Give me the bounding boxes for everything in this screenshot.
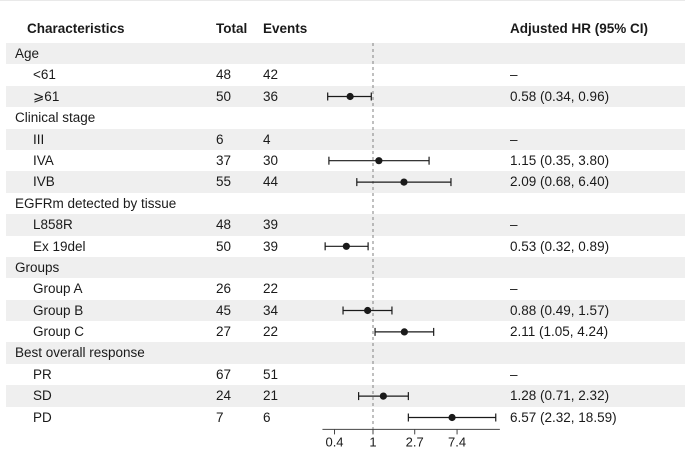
row-events-value: 30 xyxy=(263,152,279,168)
column-header-row: Characteristics Total Events Adjusted HR… xyxy=(0,15,685,43)
row-label: Age xyxy=(15,46,40,61)
adjusted-hr-column-header: Adjusted HR (95% CI) xyxy=(510,21,649,36)
x-axis-tick-label: 2.7 xyxy=(406,434,424,449)
row-hr-ci-value: – xyxy=(510,366,518,382)
row-hr-ci-value: 1.28 (0.71, 2.32) xyxy=(510,388,610,404)
row-events-value: 42 xyxy=(263,67,279,83)
row-hr-ci-value: – xyxy=(510,217,518,233)
row-total-value: 48 xyxy=(216,67,232,83)
x-axis-tick-label: 1 xyxy=(369,434,376,449)
row-hr-ci-value: – xyxy=(510,131,518,147)
row-label: PD xyxy=(33,409,52,425)
row-hr-ci-value: 6.57 (2.32, 18.59) xyxy=(510,409,617,425)
row-label: Group C xyxy=(33,324,85,340)
x-axis-tick-label: 0.4 xyxy=(325,434,343,449)
table-row: <61 48 42 – xyxy=(0,64,685,85)
row-hr-ci-value: – xyxy=(510,67,518,83)
row-hr-ci-value: 0.53 (0.32, 0.89) xyxy=(510,238,610,254)
row-hr-ci-value: 1.15 (0.35, 3.80) xyxy=(510,152,610,168)
total-column-header: Total xyxy=(216,21,248,36)
table-row: III 6 4 – xyxy=(0,128,685,151)
row-events-value: 51 xyxy=(263,366,279,382)
row-total-value: 50 xyxy=(216,88,232,104)
row-events-value: 4 xyxy=(263,131,271,147)
row-total-value: 27 xyxy=(216,324,232,340)
table-row: PD 7 6 6.57 (2.32, 18.59) xyxy=(0,407,685,428)
row-hr-ci-value: 2.11 (1.05, 4.24) xyxy=(510,324,609,340)
row-total-value: 55 xyxy=(216,174,232,190)
row-label: PR xyxy=(33,366,52,382)
row-label: Groups xyxy=(15,259,60,275)
row-label: <61 xyxy=(33,67,56,83)
row-label: IVA xyxy=(33,152,54,168)
row-total-value: 67 xyxy=(216,366,232,382)
table-row: IVB 55 44 2.09 (0.68, 6.40) xyxy=(0,171,685,194)
table-row: IVA 37 30 1.15 (0.35, 3.80) xyxy=(0,150,685,171)
row-label: IVB xyxy=(33,174,55,190)
table-row: Group B 45 34 0.88 (0.49, 1.57) xyxy=(0,299,685,322)
row-label: L858R xyxy=(33,217,73,233)
row-label: Group A xyxy=(33,281,83,297)
row-events-value: 39 xyxy=(263,238,279,254)
row-label: Ex 19del xyxy=(33,238,86,254)
row-total-value: 45 xyxy=(216,302,232,318)
row-total-value: 37 xyxy=(216,152,232,168)
row-label: Group B xyxy=(33,302,84,318)
row-hr-ci-value: 2.09 (0.68, 6.40) xyxy=(510,174,610,190)
x-axis-tick-label: 7.4 xyxy=(448,434,466,449)
row-hr-ci-value: 0.88 (0.49, 1.57) xyxy=(510,302,610,318)
group-header-row: EGFRm detected by tissue xyxy=(0,193,685,214)
row-total-value: 24 xyxy=(216,388,232,404)
row-label: III xyxy=(33,131,45,147)
row-label: Best overall response xyxy=(15,345,145,361)
table-row: Ex 19del 50 39 0.53 (0.32, 0.89) xyxy=(0,236,685,257)
row-hr-ci-value: 0.58 (0.34, 0.96) xyxy=(510,88,610,104)
group-header-row: Clinical stage xyxy=(0,107,685,128)
row-events-value: 21 xyxy=(263,388,279,404)
row-total-value: 7 xyxy=(216,409,224,425)
table-row: Group C 27 22 2.11 (1.05, 4.24) xyxy=(0,321,685,342)
row-label: Clinical stage xyxy=(15,110,96,126)
group-header-row: Best overall response xyxy=(0,342,685,365)
row-events-value: 34 xyxy=(263,302,279,318)
row-events-value: 36 xyxy=(263,88,279,104)
table-row: Group A 26 22 – xyxy=(0,278,685,299)
row-total-value: 48 xyxy=(216,217,232,233)
row-hr-ci-value: – xyxy=(510,281,518,297)
table-row: SD 24 21 1.28 (0.71, 2.32) xyxy=(0,385,685,408)
table-row: ⩾61 50 36 0.58 (0.34, 0.96) xyxy=(0,85,685,108)
row-total-value: 50 xyxy=(216,238,232,254)
row-events-value: 44 xyxy=(263,174,279,190)
forest-table: Characteristics Total Events Adjusted HR… xyxy=(0,15,685,428)
row-events-value: 6 xyxy=(263,409,271,425)
row-events-value: 22 xyxy=(263,281,279,297)
group-header-row: Groups xyxy=(0,256,685,279)
row-label: EGFRm detected by tissue xyxy=(15,195,177,211)
table-row: PR 67 51 – xyxy=(0,364,685,385)
row-total-value: 6 xyxy=(216,131,224,147)
row-events-value: 39 xyxy=(263,217,279,233)
row-total-value: 26 xyxy=(216,281,232,297)
characteristics-column-header: Characteristics xyxy=(27,21,125,36)
group-header-row: Age xyxy=(0,43,685,65)
row-label: ⩾61 xyxy=(33,88,60,104)
table-row: L858R 48 39 – xyxy=(0,214,685,236)
events-column-header: Events xyxy=(263,21,308,36)
row-label: SD xyxy=(33,388,52,404)
row-events-value: 22 xyxy=(263,324,279,340)
